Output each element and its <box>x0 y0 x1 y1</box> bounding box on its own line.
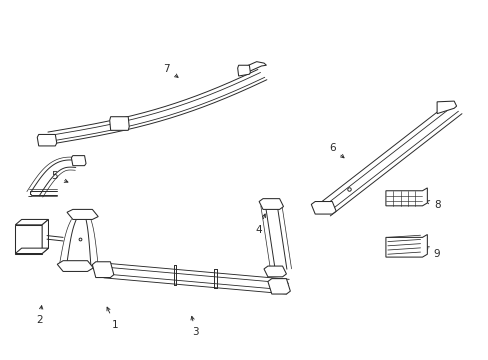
Text: 2: 2 <box>36 315 43 325</box>
Text: 7: 7 <box>163 64 169 74</box>
Polygon shape <box>42 220 48 253</box>
Polygon shape <box>57 261 93 271</box>
Polygon shape <box>237 65 250 76</box>
Polygon shape <box>67 210 98 220</box>
Text: 8: 8 <box>433 200 440 210</box>
Polygon shape <box>436 101 456 114</box>
Polygon shape <box>385 234 427 257</box>
Polygon shape <box>109 117 129 130</box>
Text: 5: 5 <box>51 171 58 181</box>
Text: 4: 4 <box>255 225 262 235</box>
Polygon shape <box>267 279 290 294</box>
Polygon shape <box>92 262 114 278</box>
Polygon shape <box>15 225 42 253</box>
Text: 3: 3 <box>192 327 199 337</box>
Polygon shape <box>246 62 266 72</box>
Text: 6: 6 <box>328 143 335 153</box>
Polygon shape <box>311 202 335 214</box>
Polygon shape <box>15 248 48 253</box>
Polygon shape <box>264 266 286 277</box>
Polygon shape <box>71 156 86 166</box>
Polygon shape <box>385 188 427 206</box>
Polygon shape <box>259 199 283 210</box>
Text: 1: 1 <box>112 320 119 330</box>
Text: 9: 9 <box>433 248 440 258</box>
Polygon shape <box>37 134 57 146</box>
Polygon shape <box>15 220 48 225</box>
